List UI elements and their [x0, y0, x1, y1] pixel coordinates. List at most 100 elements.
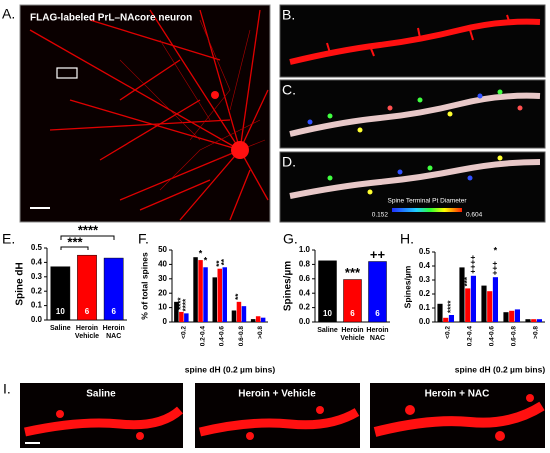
bar: [231, 310, 237, 322]
bar: [509, 310, 515, 322]
y-axis-label: Spines/µm: [402, 265, 412, 308]
x-tick-label: Heroin NAC: [366, 327, 388, 342]
panel-label: A.: [2, 6, 15, 22]
y-axis-label: Spines/µm: [283, 261, 294, 311]
bar: [525, 319, 531, 322]
panel-label: B.: [282, 7, 295, 23]
n-label: 6: [85, 307, 90, 316]
significance: ****: [78, 222, 99, 237]
x-tick-label: 0.6-0.8: [238, 326, 245, 347]
x-axis-label: spine dH (0.2 µm bins): [455, 364, 546, 374]
significance: **: [215, 260, 224, 267]
significance: ****: [176, 297, 185, 310]
y-tick-label: 10: [158, 303, 167, 312]
n-label: 6: [111, 307, 116, 316]
bar: [217, 268, 222, 322]
image-i: Saline Heroin + Vehicle Heroin + NAC: [20, 383, 545, 448]
bar: [198, 260, 203, 322]
brackets: [60, 235, 115, 250]
bar: [318, 260, 337, 323]
significance: ***: [345, 265, 361, 280]
image-b: [279, 4, 546, 78]
y-tick-label: 0.5: [419, 247, 431, 256]
y-tick-label: 0.2: [31, 286, 43, 295]
bar: [503, 312, 509, 322]
y-tick-label: 0.0: [299, 317, 311, 326]
image-c: [279, 79, 546, 149]
bar: [368, 261, 387, 323]
significance: ***: [463, 276, 472, 286]
y-tick-label: 0.4: [31, 258, 43, 267]
panel-label: D.: [282, 154, 296, 170]
bar: [470, 275, 477, 322]
x-tick-label: >0.8: [257, 326, 264, 339]
bar: [184, 313, 189, 322]
y-tick-label: 0.1: [31, 301, 43, 310]
bar: [448, 315, 455, 322]
image-a: FLAG-labeled PrL–NAcore neuron: [19, 4, 271, 223]
y-axis-label: % of total spines: [139, 252, 149, 320]
bar: [255, 316, 261, 322]
panel-label: I.: [3, 381, 11, 397]
x-tick-label: 0.4-0.6: [489, 326, 496, 347]
y-tick-label: 0.1: [419, 303, 431, 312]
bar: [77, 254, 97, 321]
y-tick-label: 0.3: [31, 272, 43, 281]
y-tick-label: 20: [158, 288, 167, 297]
y-tick-label: 0.3: [419, 275, 431, 284]
y-tick-label: 50: [158, 245, 167, 254]
bar: [179, 311, 184, 322]
y-tick-label: 0.4: [299, 288, 311, 297]
bar: [465, 288, 471, 322]
x-tick-label: Heroin Vehicle: [75, 325, 99, 340]
significance: ****: [181, 298, 190, 311]
y-tick-label: 0.2: [419, 289, 431, 298]
bar: [492, 277, 499, 322]
y-tick-label: 0.5: [31, 243, 43, 252]
panel-label: F.: [138, 231, 149, 247]
panel-label: H.: [400, 231, 414, 247]
x-tick-label: Heroin Vehicle: [340, 327, 364, 342]
bar: [212, 277, 218, 322]
significance: ***: [67, 234, 83, 249]
bar: [241, 306, 247, 322]
significance: *: [494, 246, 498, 256]
x-tick-label: 0.2-0.4: [200, 326, 207, 347]
significance: **: [234, 293, 243, 300]
bar: [260, 317, 266, 322]
y-axis-label: Spine dH: [15, 262, 26, 305]
significance: +++: [491, 261, 500, 275]
significance: *: [199, 248, 203, 258]
significance: ++: [370, 247, 386, 262]
x-axis-label: spine dH (0.2 µm bins): [185, 364, 276, 374]
bar: [250, 319, 256, 322]
x-tick-label: >0.8: [533, 326, 540, 339]
y-tick-label: 0.0: [31, 315, 43, 324]
significance: **: [220, 258, 229, 265]
bar: [481, 285, 487, 322]
bar: [193, 257, 198, 322]
y-tick-label: 0.0: [419, 317, 431, 326]
significance: ****: [447, 300, 456, 313]
y-tick-label: 0.4: [419, 261, 431, 270]
x-tick-label: <0.2: [180, 326, 187, 339]
x-tick-label: 0.2-0.4: [467, 326, 474, 347]
y-tick-label: 0.2: [299, 303, 311, 312]
bar: [459, 267, 465, 322]
x-tick-label: Saline: [317, 327, 338, 334]
n-label: 6: [375, 309, 380, 318]
y-tick-label: 0: [163, 317, 168, 326]
bar: [174, 301, 179, 322]
bar: [531, 319, 537, 322]
bar: [437, 303, 443, 322]
n-label: 6: [350, 309, 355, 318]
x-tick-label: Heroin NAC: [103, 325, 125, 340]
image-title: FLAG-labeled PrL–NAcore neuron: [30, 13, 192, 24]
y-tick-label: 1.0: [299, 245, 311, 254]
image-label: Heroin + NAC: [425, 389, 490, 400]
significance: ++++: [469, 255, 478, 274]
panel-label: E.: [2, 231, 15, 247]
x-tick-label: 0.4-0.6: [219, 326, 226, 347]
x-tick-label: Saline: [50, 325, 71, 332]
